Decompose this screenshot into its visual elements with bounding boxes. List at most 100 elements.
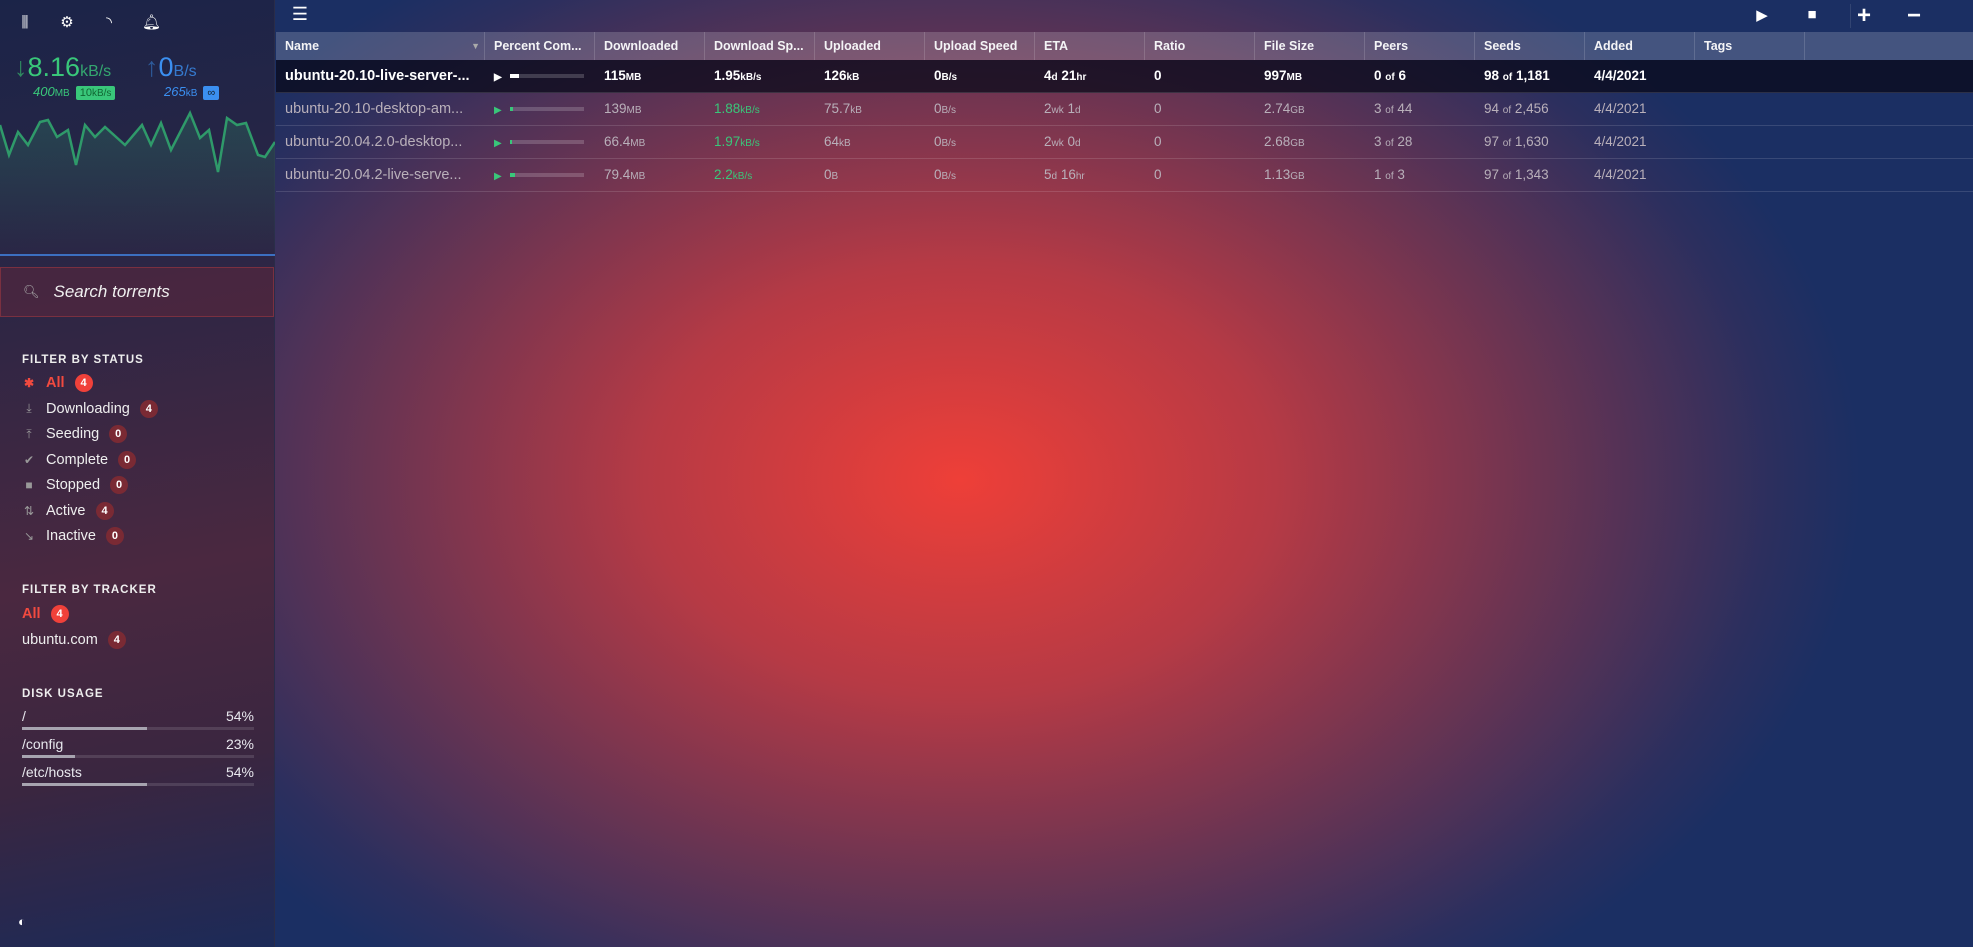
column-header[interactable]: Upload Speed [925, 32, 1035, 60]
column-header[interactable]: Download Sp... [705, 32, 815, 60]
sort-desc-icon: ▼ [471, 41, 480, 51]
table-cell: 2.68GB [1264, 134, 1305, 149]
play-icon[interactable]: ▶ [494, 105, 502, 116]
play-icon[interactable]: ▶ [494, 171, 502, 182]
table-cell [1695, 159, 1805, 191]
column-header[interactable]: File Size [1255, 32, 1365, 60]
table-cell: 997MB [1264, 68, 1303, 83]
download-limit[interactable]: 10kB/s [75, 86, 116, 100]
column-header[interactable]: Downloaded [595, 32, 705, 60]
table-cell: 4d 21hr [1044, 68, 1087, 83]
status-filter-downloading[interactable]: ⤓ Downloading 4 [22, 399, 158, 419]
table-cell: 2wk 1d [1044, 101, 1081, 116]
upload-arrow-icon: ↑ [145, 52, 159, 82]
theme-toggle-icon[interactable]: ◐ [18, 914, 26, 929]
table-cell: 0B/s [934, 167, 956, 182]
stop-icon[interactable]: ■ [1807, 6, 1817, 23]
table-cell: 5d 16hr [1044, 167, 1085, 182]
table-cell: 0B [824, 167, 839, 182]
download-icon: ⤓ [26, 401, 32, 415]
table-cell: 0B/s [934, 68, 958, 83]
table-cell [1695, 126, 1805, 158]
table-cell: 94 of 2,456 [1484, 101, 1549, 116]
play-icon[interactable]: ▶ [494, 138, 502, 149]
column-header[interactable] [1805, 32, 1973, 60]
mixer-icon[interactable]: ⫼ [21, 14, 29, 31]
status-filter-all[interactable]: ✱ All 4 [22, 373, 93, 393]
table-cell: 4/4/2021 [1594, 68, 1647, 83]
add-icon[interactable]: + [1856, 2, 1871, 29]
table-cell: 0 [1154, 134, 1162, 149]
status-filter-complete[interactable]: ✔ Complete 0 [22, 450, 137, 470]
column-header[interactable]: ETA [1035, 32, 1145, 60]
torrent-name: ubuntu-20.04.2.0-desktop... [285, 134, 463, 150]
table-cell: 1 of 3 [1374, 167, 1405, 182]
status-filter-inactive[interactable]: ↘ Inactive 0 [22, 526, 124, 546]
menu-icon[interactable]: ☰ [291, 4, 309, 24]
progress-bar [509, 74, 584, 79]
rss-icon[interactable]: ◝ [106, 14, 112, 31]
table-cell: 2wk 0d [1044, 134, 1081, 149]
column-header[interactable]: Name ▼ [276, 32, 485, 60]
disk-usage-header: DISK USAGE [22, 688, 104, 700]
inactive-icon: ↘ [23, 529, 35, 543]
column-header[interactable]: Percent Com... [485, 32, 595, 60]
sidebar: ⫼ ⚙ ◝ 🔔︎ ↓8.16kB/s 400MB 10kB/s ↑0B/s 265… [0, 0, 275, 947]
start-icon[interactable]: ▶ [1756, 7, 1768, 24]
status-filter-seeding[interactable]: ⤒ Seeding 0 [22, 424, 128, 444]
table-cell: 0 [1154, 167, 1162, 182]
upload-limit[interactable]: ∞ [203, 86, 220, 100]
table-row[interactable]: ubuntu-20.10-desktop-am... ▶ 139MB 1.88k… [276, 93, 1973, 126]
column-header[interactable]: Uploaded [815, 32, 925, 60]
table-cell: 97 of 1,343 [1484, 167, 1549, 182]
column-header[interactable]: Added [1585, 32, 1695, 60]
table-cell: 4/4/2021 [1594, 101, 1647, 116]
status-filter-active[interactable]: ⇅ Active 4 [22, 501, 114, 521]
table-cell: 0 of 6 [1374, 68, 1407, 83]
table-header: Name ▼ Percent Com... Downloaded Download Sp… [276, 32, 1973, 60]
graph-divider [0, 254, 275, 256]
table-cell: 1.13GB [1264, 167, 1305, 182]
remove-icon[interactable]: − [1906, 2, 1921, 29]
arrows-icon: ⇅ [23, 503, 35, 518]
table-row[interactable]: ubuntu-20.04.2-live-serve... ▶ 79.4MB 2.… [276, 159, 1973, 192]
progress-bar [509, 173, 584, 178]
column-header[interactable]: Peers [1365, 32, 1475, 60]
download-speed: ↓8.16kB/s 400MB 10kB/s [14, 52, 116, 101]
table-cell: 98 of 1,181 [1484, 68, 1550, 83]
torrent-name: ubuntu-20.10-live-server-... [285, 68, 470, 84]
table-cell: 1.97kB/s [714, 134, 760, 149]
torrent-name: ubuntu-20.10-desktop-am... [285, 101, 464, 117]
search-input[interactable]: 🔍︎ Search torrents [0, 267, 274, 317]
table-cell: 0 [1154, 101, 1162, 116]
speed-graph [0, 109, 275, 255]
column-header[interactable]: Seeds [1475, 32, 1585, 60]
table-cell: 4/4/2021 [1594, 134, 1647, 149]
check-icon: ✔ [23, 452, 35, 467]
table-cell: 97 of 1,630 [1484, 134, 1549, 149]
table-cell: 4/4/2021 [1594, 167, 1647, 182]
torrent-progress: ▶ [485, 93, 595, 125]
bell-icon[interactable]: 🔔︎ [142, 14, 162, 31]
progress-bar [509, 140, 584, 145]
table-cell: 139MB [604, 101, 642, 116]
play-icon[interactable]: ▶ [494, 72, 502, 83]
column-header[interactable]: Tags [1695, 32, 1805, 60]
sidebar-toolbar: ⫼ ⚙ ◝ 🔔︎ [16, 14, 162, 32]
torrent-name: ubuntu-20.04.2-live-serve... [285, 167, 462, 183]
column-header[interactable]: Ratio [1145, 32, 1255, 60]
table-row[interactable]: ubuntu-20.04.2.0-desktop... ▶ 66.4MB 1.9… [276, 126, 1973, 159]
table-cell [1695, 93, 1805, 125]
torrent-progress: ▶ [485, 60, 595, 92]
download-graph-line [0, 109, 275, 173]
tracker-filter-header: FILTER BY TRACKER [22, 584, 157, 596]
status-filter-stopped[interactable]: ■ Stopped 0 [22, 475, 129, 495]
gear-icon[interactable]: ⚙ [60, 14, 74, 31]
progress-bar [509, 107, 584, 112]
tracker-filter-ubuntu[interactable]: ubuntu.com 4 [22, 630, 126, 650]
table-cell: 3 of 28 [1374, 134, 1413, 149]
table-cell: 2.74GB [1264, 101, 1305, 116]
table-cell: 115MB [604, 68, 642, 83]
table-row[interactable]: ubuntu-20.10-live-server-... ▶ 115MB 1.9… [276, 60, 1973, 93]
tracker-filter-all[interactable]: All 4 [22, 604, 69, 624]
